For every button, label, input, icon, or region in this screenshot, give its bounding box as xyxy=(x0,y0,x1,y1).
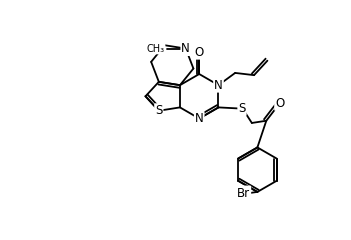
Text: O: O xyxy=(194,46,204,59)
Text: N: N xyxy=(195,112,204,125)
Text: N: N xyxy=(214,79,223,92)
Text: CH₃: CH₃ xyxy=(146,44,165,54)
Text: Br: Br xyxy=(237,186,250,199)
Text: O: O xyxy=(275,97,284,110)
Text: N: N xyxy=(181,42,190,55)
Text: S: S xyxy=(238,102,246,115)
Text: S: S xyxy=(155,104,163,117)
